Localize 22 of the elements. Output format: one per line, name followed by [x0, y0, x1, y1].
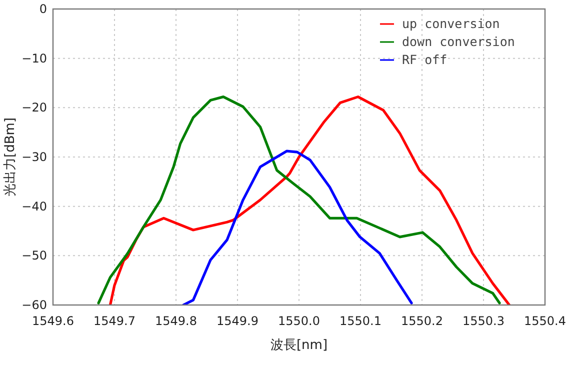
y-tick-label: 0: [39, 2, 47, 16]
y-tick-label: −40: [22, 199, 47, 214]
x-tick-label: 1550.3: [462, 314, 504, 328]
x-tick-label: 1550.0: [278, 314, 320, 328]
x-tick-label: 1549.8: [155, 314, 197, 328]
x-axis-title: 波長[nm]: [270, 338, 328, 353]
x-tick-label: 1549.9: [216, 314, 258, 328]
x-tick-label: 1550.4: [524, 314, 566, 328]
legend-label: down conversion: [402, 34, 515, 49]
legend-label: RF off: [402, 52, 448, 67]
x-tick-label: 1549.7: [94, 314, 136, 328]
x-tick-label: 1549.6: [32, 314, 74, 328]
x-tick-label: 1550.2: [401, 314, 443, 328]
y-tick-label: −20: [22, 100, 47, 115]
y-tick-label: −60: [22, 298, 47, 312]
y-tick-label: −10: [22, 51, 47, 66]
line-series: [182, 150, 413, 305]
legend-label: up conversion: [402, 16, 500, 31]
y-tick-label: −30: [22, 150, 47, 164]
x-tick-label: 1550.1: [340, 314, 382, 328]
y-tick-label: −50: [22, 248, 47, 263]
y-axis-title: 光出力[dBm]: [3, 118, 18, 196]
